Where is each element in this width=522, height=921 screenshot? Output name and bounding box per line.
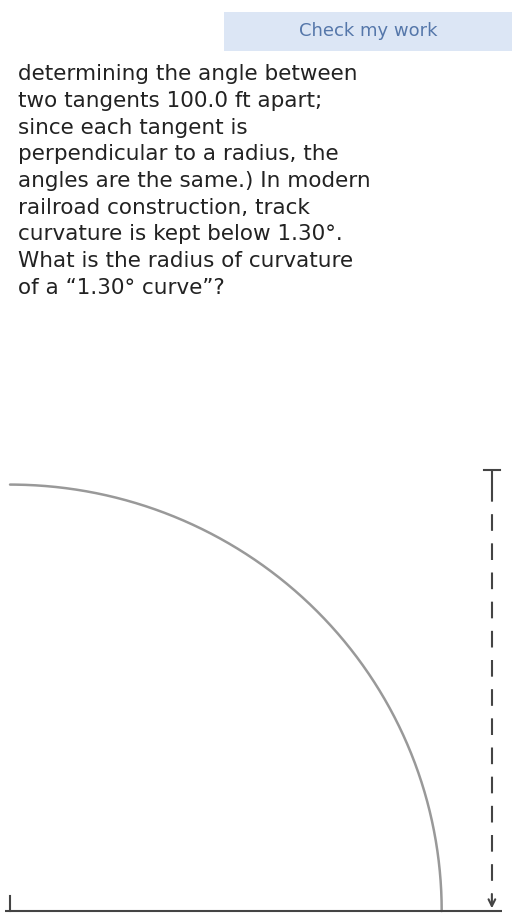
Text: Check my work: Check my work [299,21,437,40]
FancyBboxPatch shape [207,12,522,51]
Text: determining the angle between
two tangents 100.0 ft apart;
since each tangent is: determining the angle between two tangen… [18,64,371,297]
